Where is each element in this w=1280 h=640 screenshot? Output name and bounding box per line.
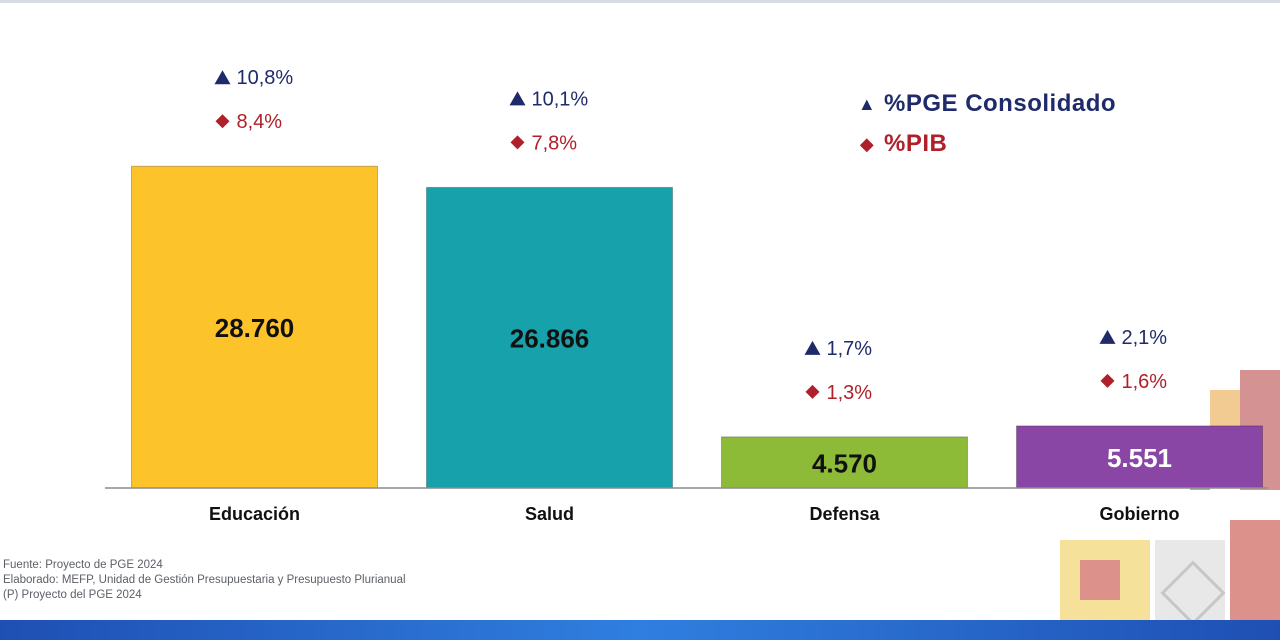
legend-label-pib: %PIB xyxy=(884,130,948,157)
pib-percent-label: 7,8% xyxy=(532,132,578,154)
pge-percent-label: 2,1% xyxy=(1122,327,1168,349)
value-label: 5.551 xyxy=(1107,443,1172,473)
bar xyxy=(131,165,378,489)
value-label: 26.866 xyxy=(510,324,590,354)
triangle-icon xyxy=(804,340,821,355)
diamond-icon xyxy=(215,114,230,129)
pge-annotation: 10,8% xyxy=(214,67,294,89)
legend-item-pge: ▲ %PGE Consolidado xyxy=(856,84,1116,124)
triangle-icon xyxy=(214,70,231,85)
diamond-icon xyxy=(510,135,525,150)
legend-item-pib: ◆ %PIB xyxy=(856,124,1116,164)
pib-annotation: 7,8% xyxy=(510,132,578,154)
pib-percent-label: 1,6% xyxy=(1122,371,1168,393)
pge-percent-label: 10,8% xyxy=(237,67,294,89)
pge-annotation: 10,1% xyxy=(509,88,589,110)
category-label: Gobierno xyxy=(1100,504,1180,524)
bar xyxy=(721,436,968,489)
legend: ▲ %PGE Consolidado ◆ %PIB xyxy=(856,84,1116,164)
top-rule xyxy=(0,0,1280,3)
abbreviation-note: (P) Proyecto del PGE 2024 xyxy=(3,589,142,601)
value-label: 4.570 xyxy=(812,448,877,478)
value-label: 28.760 xyxy=(215,313,295,343)
prepared-by-note: Elaborado: MEFP, Unidad de Gestión Presu… xyxy=(3,574,406,586)
diamond-icon xyxy=(805,384,820,399)
legend-label-pge: %PGE Consolidado xyxy=(884,90,1117,117)
pib-percent-label: 1,3% xyxy=(827,382,873,404)
diamond-icon xyxy=(1100,373,1115,388)
source-notes: Fuente: Proyecto de PGE 2024 Elaborado: … xyxy=(3,558,406,603)
pib-annotation: 1,3% xyxy=(805,382,873,404)
pge-annotation: 1,7% xyxy=(804,338,873,360)
pge-annotation: 2,1% xyxy=(1099,327,1168,349)
pib-percent-label: 8,4% xyxy=(237,111,283,133)
triangle-icon: ▲ xyxy=(857,93,877,114)
pib-annotation: 8,4% xyxy=(215,111,283,133)
triangle-icon xyxy=(509,91,526,106)
pge-percent-label: 10,1% xyxy=(532,88,589,110)
pge-percent-label: 1,7% xyxy=(827,338,873,360)
category-label: Defensa xyxy=(809,504,880,524)
bar xyxy=(1016,425,1263,489)
source-note: Fuente: Proyecto de PGE 2024 xyxy=(3,559,163,571)
category-label: Educación xyxy=(209,504,300,524)
triangle-icon xyxy=(1099,329,1116,344)
bar xyxy=(426,186,673,489)
pib-annotation: 1,6% xyxy=(1100,371,1168,393)
bottom-band xyxy=(0,620,1280,640)
diamond-icon: ◆ xyxy=(859,133,875,154)
category-label: Salud xyxy=(525,504,574,524)
